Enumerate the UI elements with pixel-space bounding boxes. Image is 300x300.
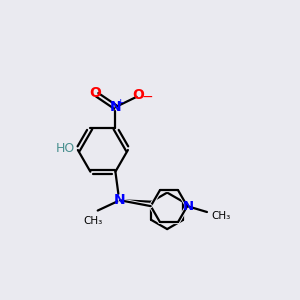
Text: N: N: [183, 200, 194, 213]
Text: −: −: [141, 90, 153, 104]
Text: O: O: [90, 86, 102, 100]
Text: O: O: [132, 88, 144, 102]
Text: N: N: [110, 100, 121, 114]
Text: CH₃: CH₃: [84, 216, 103, 226]
Text: N: N: [114, 193, 126, 207]
Text: CH₃: CH₃: [212, 212, 231, 221]
Text: HO: HO: [56, 142, 75, 155]
Text: +: +: [116, 98, 124, 107]
